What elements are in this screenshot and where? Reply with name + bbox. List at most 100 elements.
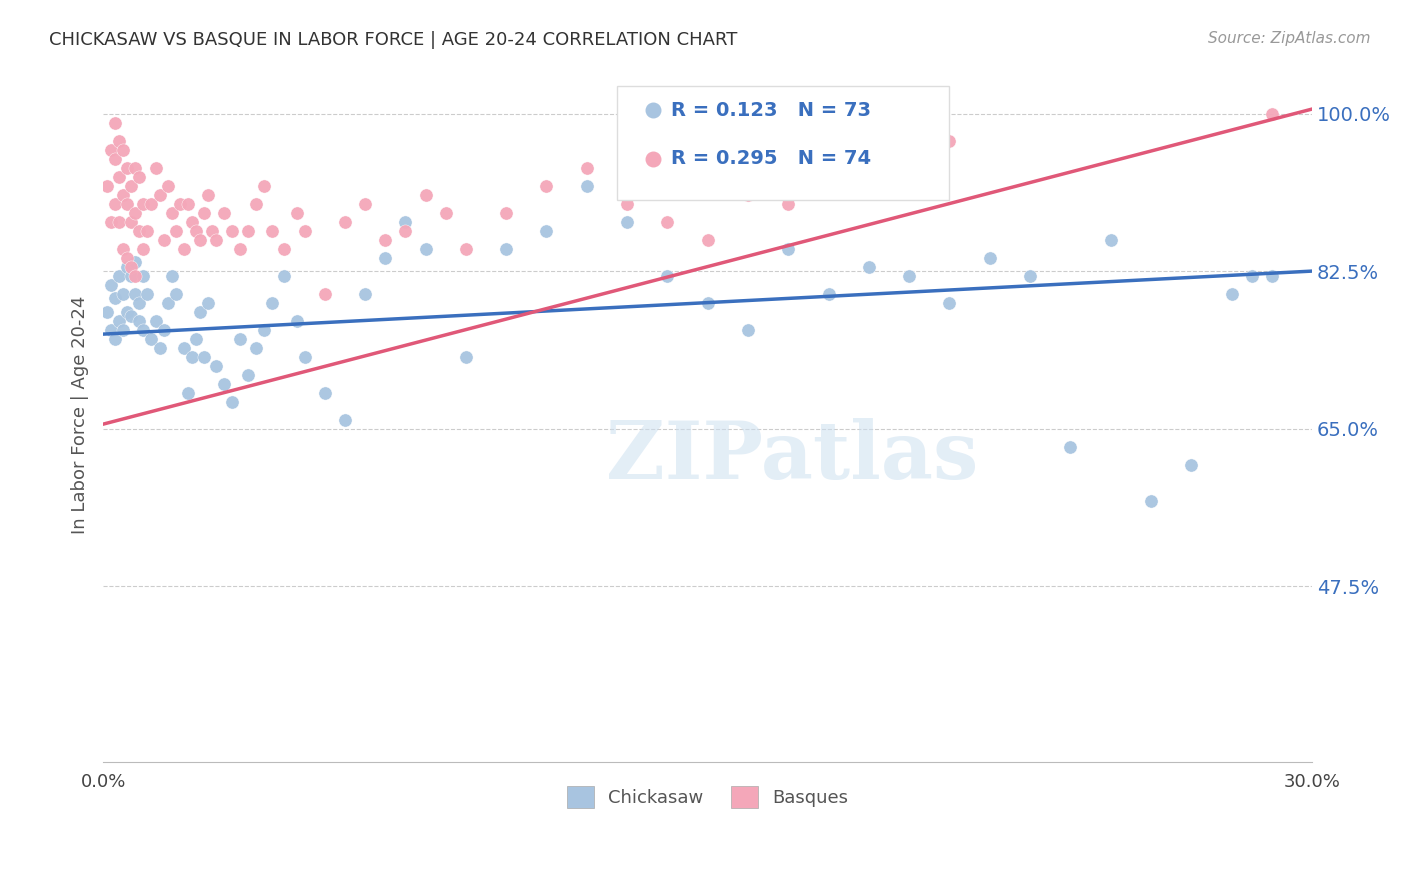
Point	[536, 178, 558, 193]
Point	[616, 196, 638, 211]
Point	[696, 233, 718, 247]
Point	[201, 223, 224, 237]
Point	[696, 295, 718, 310]
Point	[253, 323, 276, 337]
Point	[575, 161, 598, 175]
Point	[156, 178, 179, 193]
Point	[1261, 268, 1284, 283]
Point	[253, 178, 276, 193]
Point	[1261, 106, 1284, 120]
Point	[205, 233, 228, 247]
Point	[128, 169, 150, 184]
Point	[454, 242, 477, 256]
Point	[117, 251, 139, 265]
Point	[117, 260, 139, 274]
Point	[132, 242, 155, 256]
Point	[128, 223, 150, 237]
Point	[415, 187, 437, 202]
Point	[180, 350, 202, 364]
Point	[100, 214, 122, 228]
Point	[128, 295, 150, 310]
Point	[184, 332, 207, 346]
Point	[314, 385, 336, 400]
Point	[273, 242, 295, 256]
Point	[132, 268, 155, 283]
Point	[394, 223, 416, 237]
Point	[165, 223, 187, 237]
Point	[434, 205, 457, 219]
Point	[212, 376, 235, 391]
Point	[1059, 440, 1081, 454]
Point	[108, 214, 131, 228]
Point	[229, 332, 252, 346]
Point	[1019, 268, 1042, 283]
Point	[333, 412, 356, 426]
Point	[294, 223, 316, 237]
Point	[156, 295, 179, 310]
Point	[197, 187, 219, 202]
Point	[117, 304, 139, 318]
Point	[169, 196, 191, 211]
Point	[314, 286, 336, 301]
Point	[193, 350, 215, 364]
Point	[817, 169, 839, 184]
Point	[96, 304, 118, 318]
Point	[145, 161, 167, 175]
Point	[238, 368, 260, 382]
Point	[117, 196, 139, 211]
Point	[858, 143, 880, 157]
Text: CHICKASAW VS BASQUE IN LABOR FORCE | AGE 20-24 CORRELATION CHART: CHICKASAW VS BASQUE IN LABOR FORCE | AGE…	[49, 31, 738, 49]
Text: R = 0.295   N = 74: R = 0.295 N = 74	[671, 149, 872, 169]
Point	[1240, 268, 1263, 283]
Point	[120, 178, 142, 193]
Point	[120, 214, 142, 228]
Point	[188, 233, 211, 247]
Point	[160, 205, 183, 219]
Point	[112, 242, 135, 256]
Point	[1140, 493, 1163, 508]
Point	[124, 161, 146, 175]
Point	[112, 143, 135, 157]
Point	[938, 295, 960, 310]
Point	[245, 196, 267, 211]
Point	[104, 291, 127, 305]
Point	[285, 313, 308, 327]
Point	[858, 260, 880, 274]
Point	[898, 268, 921, 283]
Point	[177, 196, 200, 211]
Point	[160, 268, 183, 283]
Point	[1180, 458, 1202, 472]
Point	[180, 214, 202, 228]
Point	[112, 187, 135, 202]
Point	[737, 323, 759, 337]
Point	[152, 233, 174, 247]
Point	[817, 286, 839, 301]
Point	[1220, 286, 1243, 301]
Point	[221, 223, 243, 237]
Point	[979, 251, 1001, 265]
Point	[136, 286, 159, 301]
Point	[184, 223, 207, 237]
Point	[205, 359, 228, 373]
Point	[173, 242, 195, 256]
Point	[898, 143, 921, 157]
Point	[374, 233, 396, 247]
Legend: Chickasaw, Basques: Chickasaw, Basques	[560, 779, 855, 815]
Point	[120, 309, 142, 323]
Point	[112, 286, 135, 301]
Point	[197, 295, 219, 310]
Point	[141, 196, 163, 211]
Point	[141, 332, 163, 346]
Y-axis label: In Labor Force | Age 20-24: In Labor Force | Age 20-24	[72, 296, 89, 534]
Point	[354, 286, 377, 301]
Point	[737, 187, 759, 202]
Point	[104, 115, 127, 129]
Point	[495, 242, 517, 256]
Point	[100, 143, 122, 157]
Point	[374, 251, 396, 265]
Point	[229, 242, 252, 256]
Point	[616, 214, 638, 228]
Point	[165, 286, 187, 301]
Point	[212, 205, 235, 219]
Point	[100, 323, 122, 337]
